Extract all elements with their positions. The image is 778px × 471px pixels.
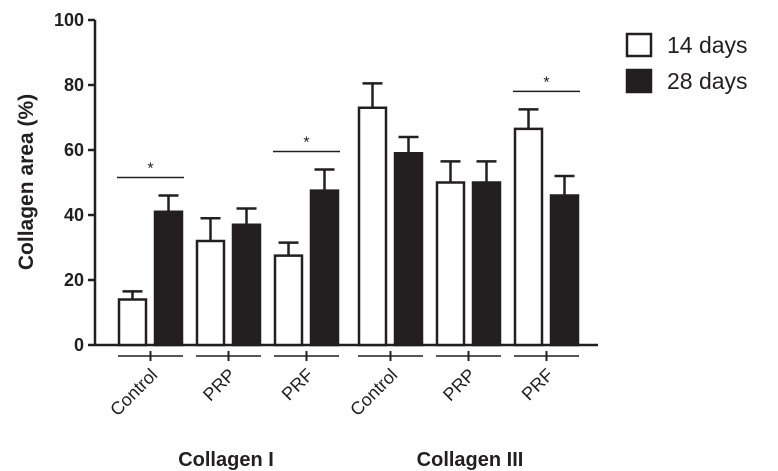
legend-label: 28 days [667, 68, 748, 94]
bar [549, 194, 580, 347]
y-tick-label: 100 [54, 10, 84, 30]
bar [513, 127, 544, 347]
y-tick-label: 60 [64, 140, 84, 160]
y-tick-label: 0 [74, 335, 84, 355]
bar [393, 152, 424, 347]
group-label: Collagen III [417, 449, 524, 471]
legend: 14 days 28 days [625, 32, 748, 94]
bar [357, 106, 388, 347]
significance-star: * [303, 135, 309, 152]
bar [231, 223, 262, 347]
category-label: Control [346, 365, 401, 420]
legend-swatch [625, 32, 653, 58]
bar [153, 210, 184, 347]
bar [195, 239, 226, 347]
significance-star: * [147, 161, 153, 178]
bar [435, 181, 466, 347]
y-tick-label: 20 [64, 270, 84, 290]
y-tick-label: 80 [64, 75, 84, 95]
bars-layer [117, 82, 580, 347]
legend-label: 14 days [667, 32, 748, 58]
category-label: PRF [278, 365, 318, 405]
category-label: PRP [439, 365, 479, 405]
category-label: PRP [199, 365, 239, 405]
bar [117, 298, 148, 347]
significance-star: * [543, 74, 549, 91]
category-label: Control [106, 365, 161, 420]
category-label: PRF [518, 365, 558, 405]
annotation-layer: * * * [117, 74, 580, 179]
bar [309, 189, 340, 347]
bar [471, 181, 502, 347]
group-label: Collagen I [178, 449, 274, 471]
bar [273, 254, 304, 347]
y-axis-label: Collagen area (%) [15, 94, 38, 270]
y-tick-label: 40 [64, 205, 84, 225]
legend-swatch [625, 68, 653, 94]
